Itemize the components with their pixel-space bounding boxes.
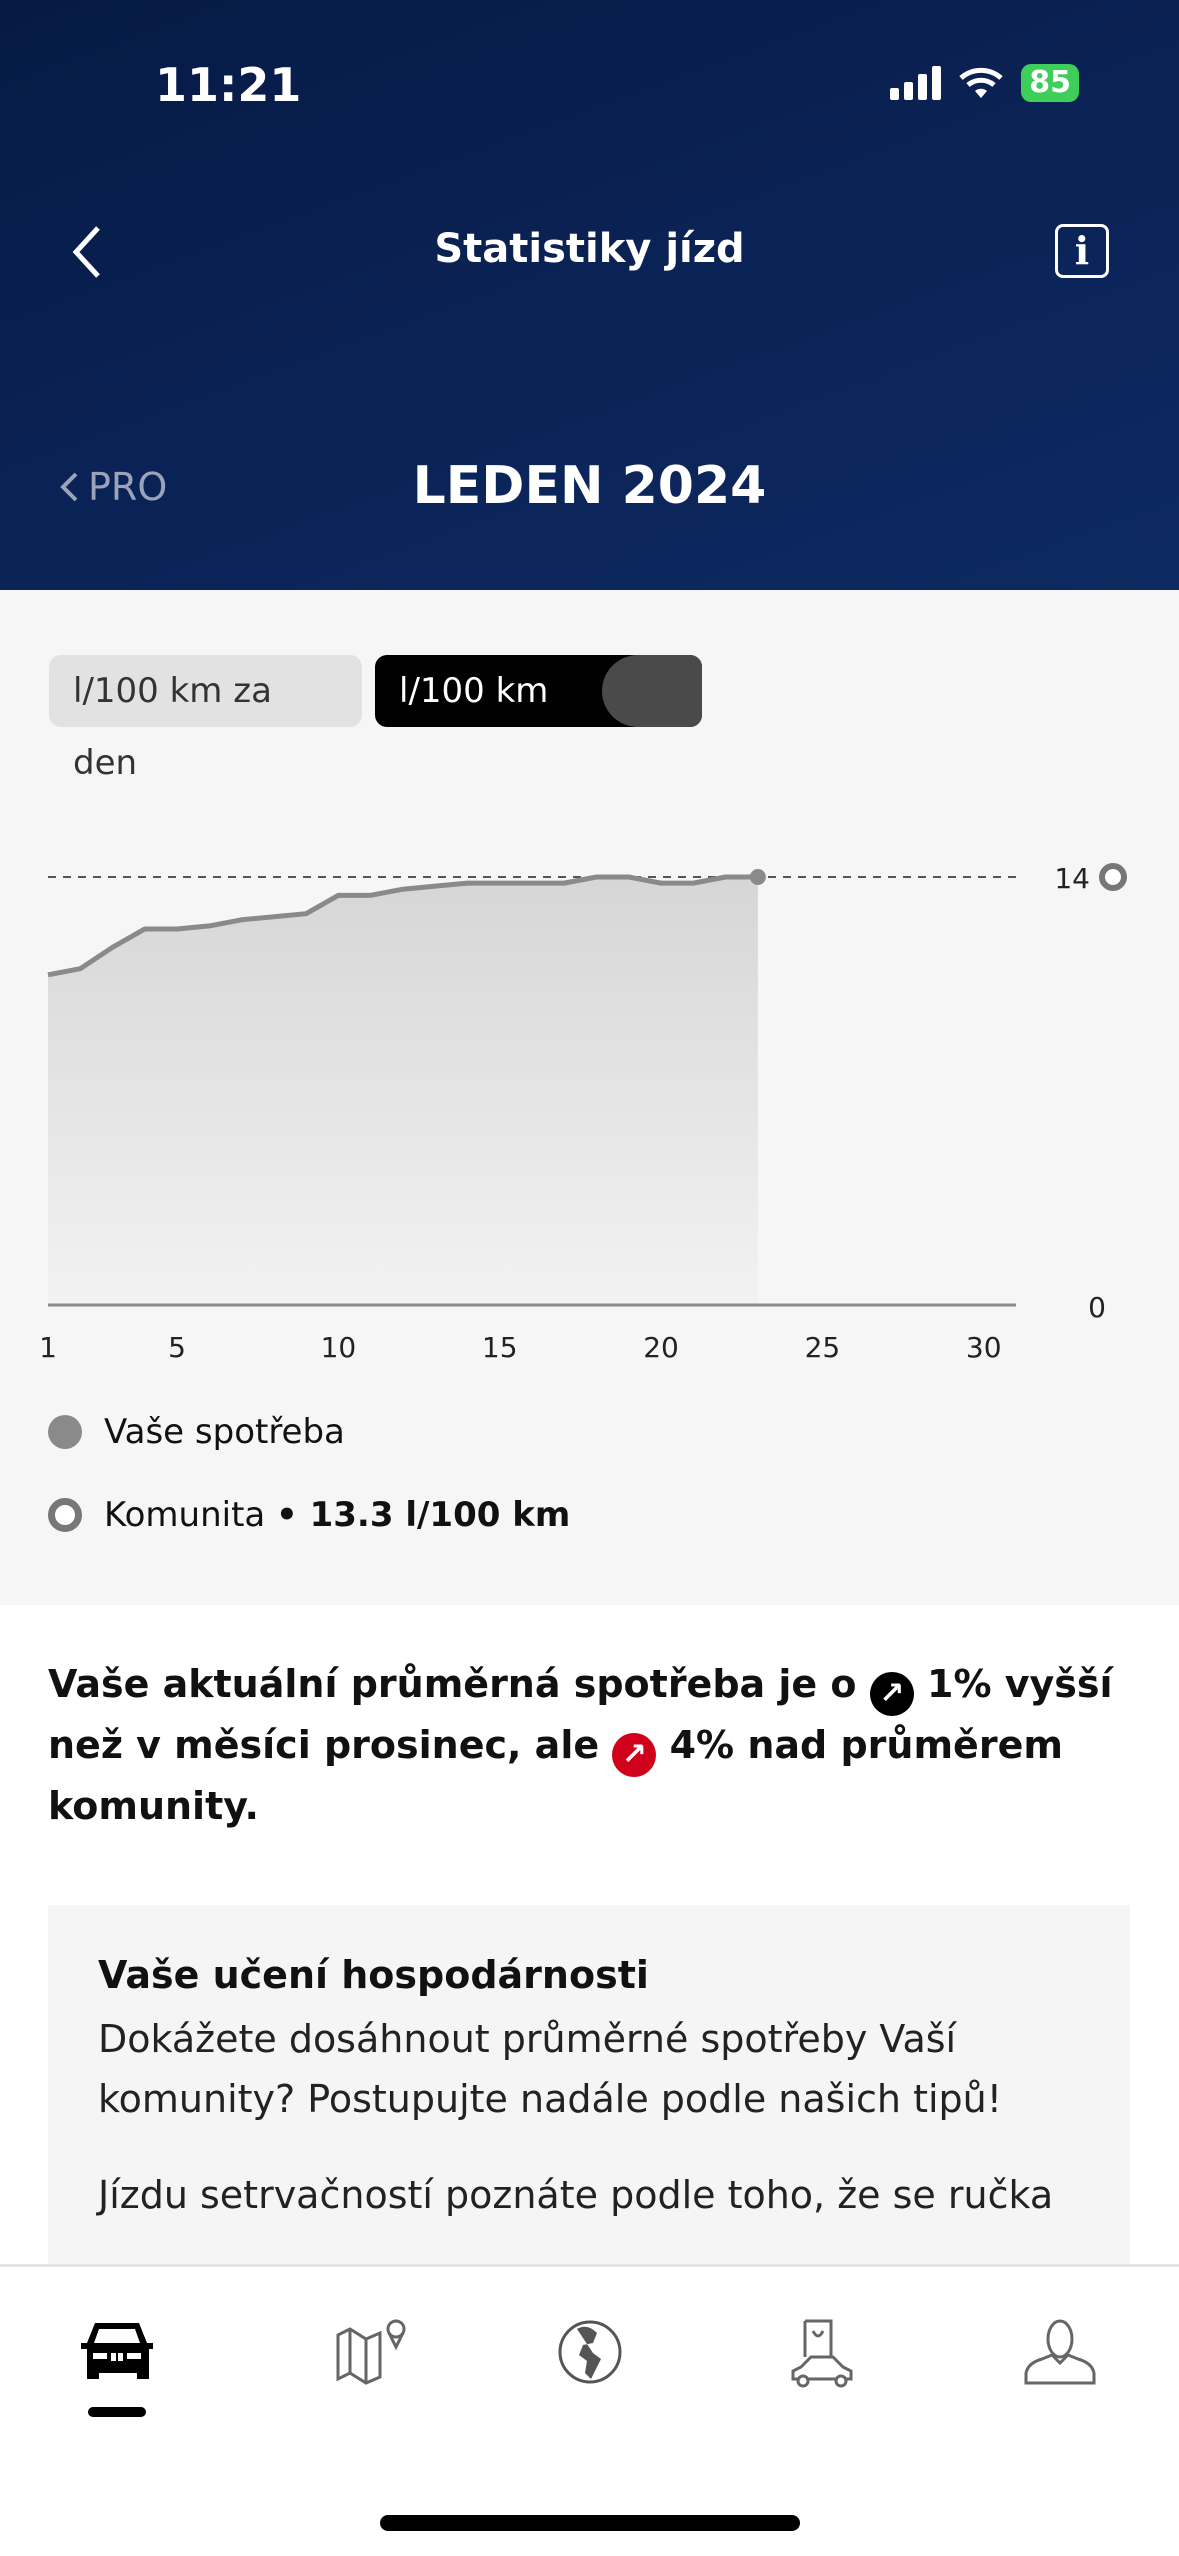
nav-shop[interactable] bbox=[765, 2317, 885, 2437]
y-tick-label: 0 bbox=[1088, 1291, 1106, 1324]
summary-part: Vaše aktuální průměrná spotřeba je o bbox=[48, 1662, 857, 1706]
tab-daily[interactable]: l/100 km za den bbox=[49, 655, 362, 783]
consumption-line bbox=[47, 874, 758, 978]
status-icons: 85 bbox=[890, 64, 1079, 102]
nav-globe[interactable] bbox=[530, 2317, 650, 2437]
legend-community: Komunita • 13.3 l/100 km bbox=[48, 1495, 570, 1535]
card-text: Dokážete dosáhnout průměrné spotřeby Vaš… bbox=[98, 2017, 1002, 2121]
map-icon bbox=[336, 2319, 406, 2385]
x-tick-label: 5 bbox=[168, 1331, 186, 1364]
x-tick-label: 15 bbox=[482, 1331, 518, 1364]
x-tick-label: 1 bbox=[39, 1331, 57, 1364]
active-indicator bbox=[88, 2407, 146, 2417]
card-title: Vaše učení hospodárnosti bbox=[98, 1953, 649, 1997]
summary-change: 4% nad průměrem bbox=[669, 1723, 1063, 1767]
globe-icon bbox=[558, 2320, 622, 2384]
legend-dot-filled bbox=[48, 1415, 82, 1449]
x-tick-label: 10 bbox=[321, 1331, 357, 1364]
tips-card: Vaše učení hospodárnosti Dokážete dosáhn… bbox=[48, 1905, 1130, 2305]
arrow-up-right-icon: ↗ bbox=[869, 1672, 914, 1716]
x-tick-label: 20 bbox=[643, 1331, 679, 1364]
month-title: LEDEN 2024 bbox=[412, 456, 767, 516]
nav-map[interactable] bbox=[310, 2317, 430, 2437]
battery-indicator: 85 bbox=[1021, 64, 1079, 102]
card-text: Jízdu setrvačností poznáte podle toho, ž… bbox=[98, 2173, 1054, 2217]
summary-part: než v měsíci prosinec, ale bbox=[48, 1723, 600, 1767]
nav-car[interactable] bbox=[57, 2317, 177, 2437]
summary-part: komunity. bbox=[48, 1784, 259, 1828]
x-tick-label: 30 bbox=[966, 1331, 1002, 1364]
back-button[interactable] bbox=[60, 222, 120, 282]
legend-dot-ring bbox=[48, 1498, 82, 1532]
nav-profile[interactable] bbox=[1000, 2317, 1120, 2437]
page-title: Statistiky jízd bbox=[434, 226, 745, 272]
x-tick-label: 25 bbox=[805, 1331, 841, 1364]
current-point bbox=[749, 869, 766, 885]
shop-car-icon bbox=[791, 2319, 853, 2388]
arrow-up-right-icon: ↗ bbox=[612, 1733, 657, 1777]
y-tick-label: 14 bbox=[1054, 862, 1090, 895]
legend-label: Komunita bbox=[104, 1495, 266, 1535]
chevron-left-icon bbox=[60, 472, 78, 502]
wifi-icon bbox=[959, 67, 1003, 98]
legend-own: Vaše spotřeba bbox=[48, 1412, 345, 1452]
signal-icon bbox=[890, 66, 942, 100]
summary-text: Vaše aktuální průměrná spotřeba je o ↗ 1… bbox=[48, 1655, 1138, 1836]
bottom-nav bbox=[0, 2264, 1179, 2556]
chart-section: l/100 km za den l/100 km Průměr 15101520… bbox=[0, 590, 1179, 1605]
info-button[interactable]: i bbox=[1055, 224, 1109, 278]
tab-label: l/100 km za den bbox=[73, 671, 272, 783]
previous-month-button[interactable]: PRO bbox=[58, 465, 167, 509]
header: 11:21 85 Statistiky jízd i PRO LEDEN 202… bbox=[0, 0, 1179, 590]
community-marker bbox=[1099, 863, 1127, 891]
tab-highlight bbox=[602, 655, 702, 727]
profile-icon bbox=[1024, 2319, 1096, 2385]
tab-label: l/100 km Průměr bbox=[399, 671, 549, 711]
community-value: • 13.3 l/100 km bbox=[276, 1495, 571, 1535]
previous-month-label: PRO bbox=[88, 465, 168, 509]
tab-average[interactable]: l/100 km Průměr bbox=[375, 655, 702, 727]
home-indicator[interactable] bbox=[380, 2515, 800, 2531]
area-fill bbox=[48, 877, 758, 1305]
status-time: 11:21 bbox=[155, 58, 302, 112]
summary-change: 1% vyšší bbox=[927, 1662, 1113, 1706]
legend-label: Vaše spotřeba bbox=[104, 1412, 345, 1452]
car-icon bbox=[81, 2323, 153, 2379]
